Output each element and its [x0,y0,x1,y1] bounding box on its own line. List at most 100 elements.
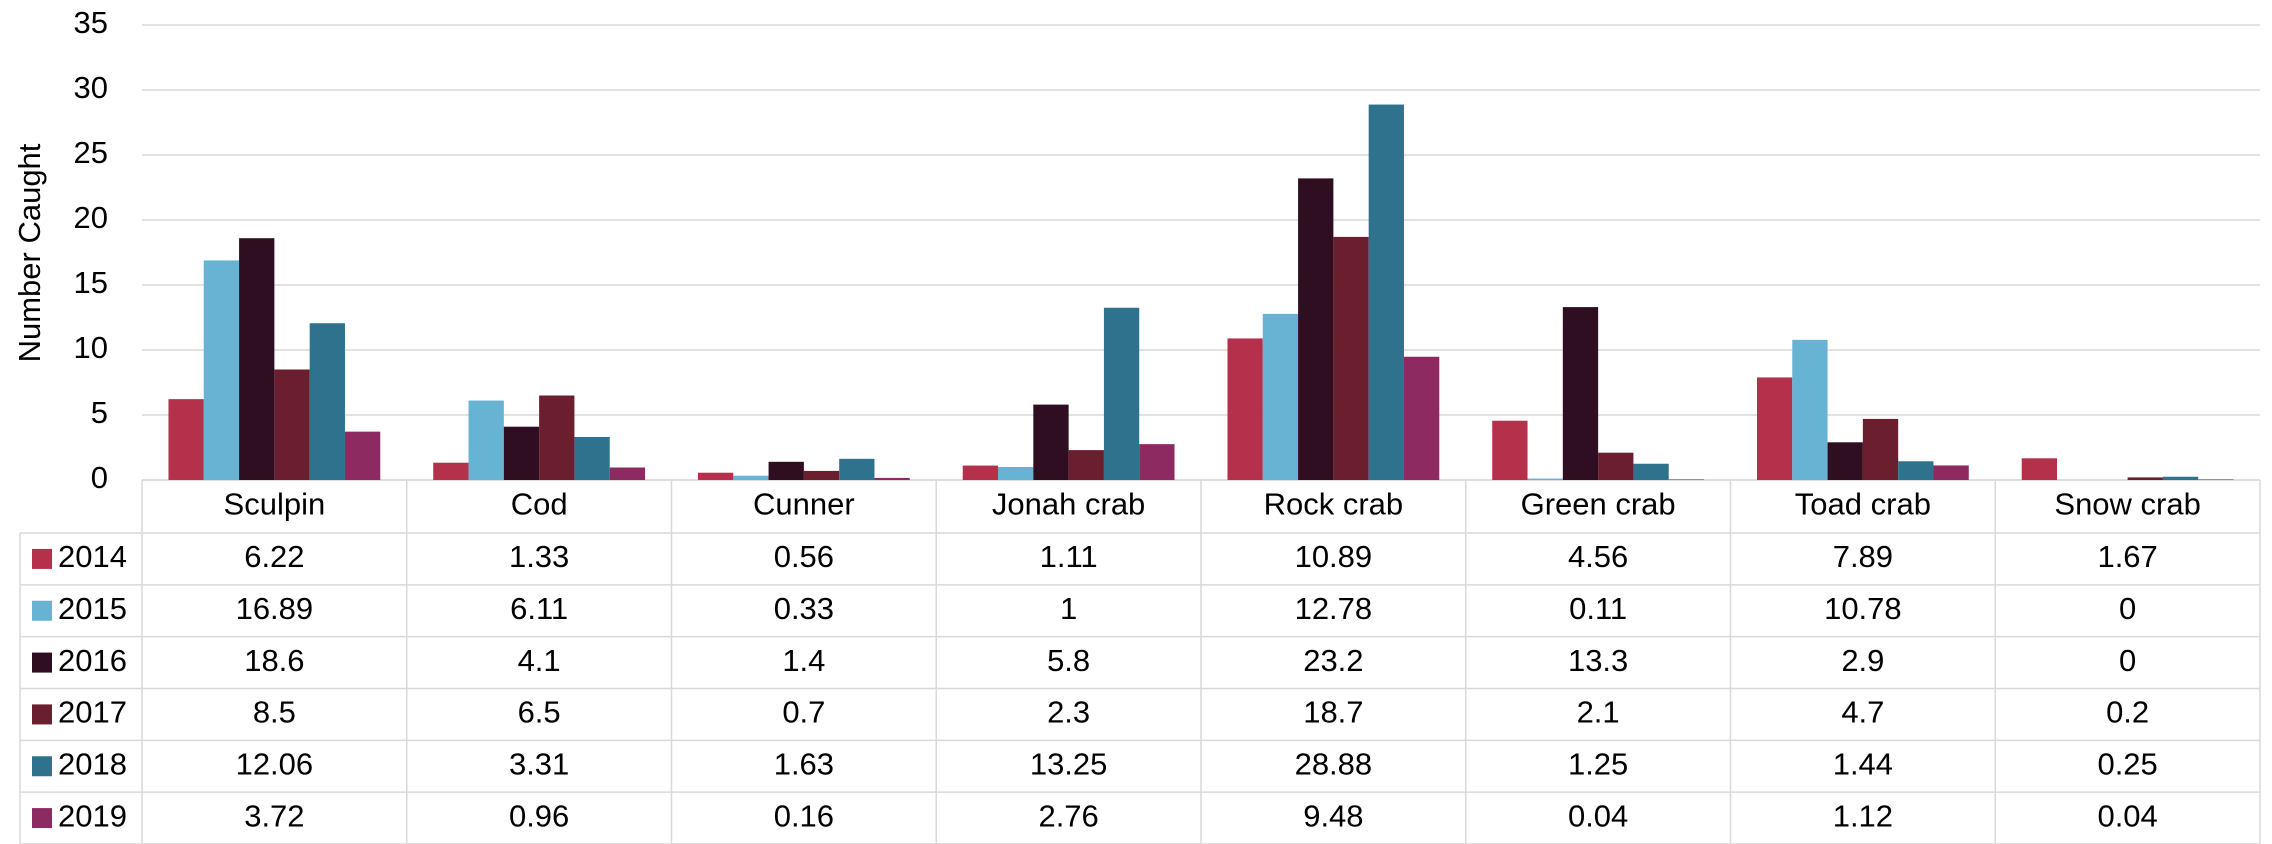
table-value: 0.2 [2106,695,2149,730]
legend-swatch [32,548,52,569]
bar [1227,338,1263,480]
bar [1403,356,1440,480]
table-value: 23.2 [1303,643,1363,678]
table-value: 2.1 [1577,695,1620,730]
table-value: 3.31 [509,746,569,781]
table-value: 2.3 [1047,695,1090,730]
table-value: 16.89 [236,591,314,626]
bar [1368,104,1404,480]
table-value: 1.12 [1833,798,1893,833]
bar [539,395,575,480]
table-value: 2.76 [1038,798,1098,833]
y-tick-label: 15 [74,265,108,300]
table-value: 6.11 [510,591,568,626]
bar [2162,476,2199,480]
y-tick-label: 30 [74,70,108,105]
bar [168,399,204,480]
table-value: 9.48 [1303,798,1363,833]
x-tick-label: Toad crab [1795,487,1931,522]
table-value: 10.89 [1295,539,1373,574]
bar [574,436,610,480]
legend-swatch [32,756,52,777]
bar [203,260,240,480]
y-tick-label: 0 [91,460,108,495]
legend-swatch [32,704,52,725]
table-value: 0.04 [2097,798,2157,833]
bar [1033,404,1069,480]
x-tick-label: Jonah crab [992,487,1145,522]
table-value: 0.33 [774,591,834,626]
table-value: 1.63 [774,746,834,781]
x-tick-label: Cunner [753,487,855,522]
table-value: 0.11 [1569,591,1627,626]
table-value: 1.4 [782,643,825,678]
bar [839,458,875,480]
bar [1139,444,1175,480]
bar [803,470,840,480]
bar [2021,458,2058,480]
table-value: 6.5 [518,695,561,730]
table-value: 28.88 [1295,746,1373,781]
table-value: 12.06 [236,746,314,781]
bar [874,477,910,480]
bar [609,467,646,480]
bar [1633,463,1669,480]
x-tick-label: Sculpin [224,487,326,522]
table-value: 13.25 [1030,746,1108,781]
legend-swatch [32,652,52,673]
bar [962,465,999,480]
table-value: 0.56 [774,539,834,574]
legend-label: 2016 [58,643,127,678]
table-value: 1.25 [1568,746,1628,781]
table-value: 1.11 [1040,539,1098,574]
bar [1068,450,1104,480]
bar [1862,418,1899,480]
bar [1756,377,1793,480]
table-value: 4.1 [518,643,561,678]
table-value: 5.8 [1047,643,1090,678]
bar [998,467,1034,480]
bar [344,431,381,480]
table-value: 0.04 [1568,798,1628,833]
table-value: 6.22 [244,539,304,574]
table-value: 10.78 [1824,591,1902,626]
bar [1262,313,1299,480]
y-tick-label: 35 [74,5,108,40]
y-axis-title: Number Caught [12,143,47,362]
table-value: 1.67 [2097,539,2157,574]
bar [1792,339,1828,480]
legend-label: 2019 [58,798,127,833]
table-value: 8.5 [253,695,296,730]
x-tick-label: Snow crab [2054,487,2200,522]
legend-label: 2018 [58,746,127,781]
x-tick-label: Green crab [1521,487,1676,522]
table-value: 0.7 [782,695,825,730]
bar [1598,452,1634,480]
bar [697,472,734,480]
bar [274,369,310,480]
table-value: 18.7 [1303,695,1363,730]
legend-label: 2014 [58,539,127,574]
bar [1298,178,1334,480]
bar [1103,307,1140,480]
table-value: 0.96 [509,798,569,833]
bar [468,400,504,480]
table-value: 12.78 [1295,591,1373,626]
y-tick-label: 25 [74,135,108,170]
legend-swatch [32,808,52,829]
legend-swatch [32,600,52,621]
y-tick-label: 5 [91,395,108,430]
table-value: 0 [2119,591,2136,626]
bar [239,238,275,480]
bar [309,323,345,480]
bar [2127,477,2163,480]
bar [503,426,540,480]
bar [1933,465,1969,480]
bar [433,462,469,480]
legend-label: 2015 [58,591,127,626]
table-value: 0.16 [774,798,834,833]
table-value: 4.56 [1568,539,1628,574]
bar [768,461,804,480]
table-value: 0.25 [2097,746,2157,781]
